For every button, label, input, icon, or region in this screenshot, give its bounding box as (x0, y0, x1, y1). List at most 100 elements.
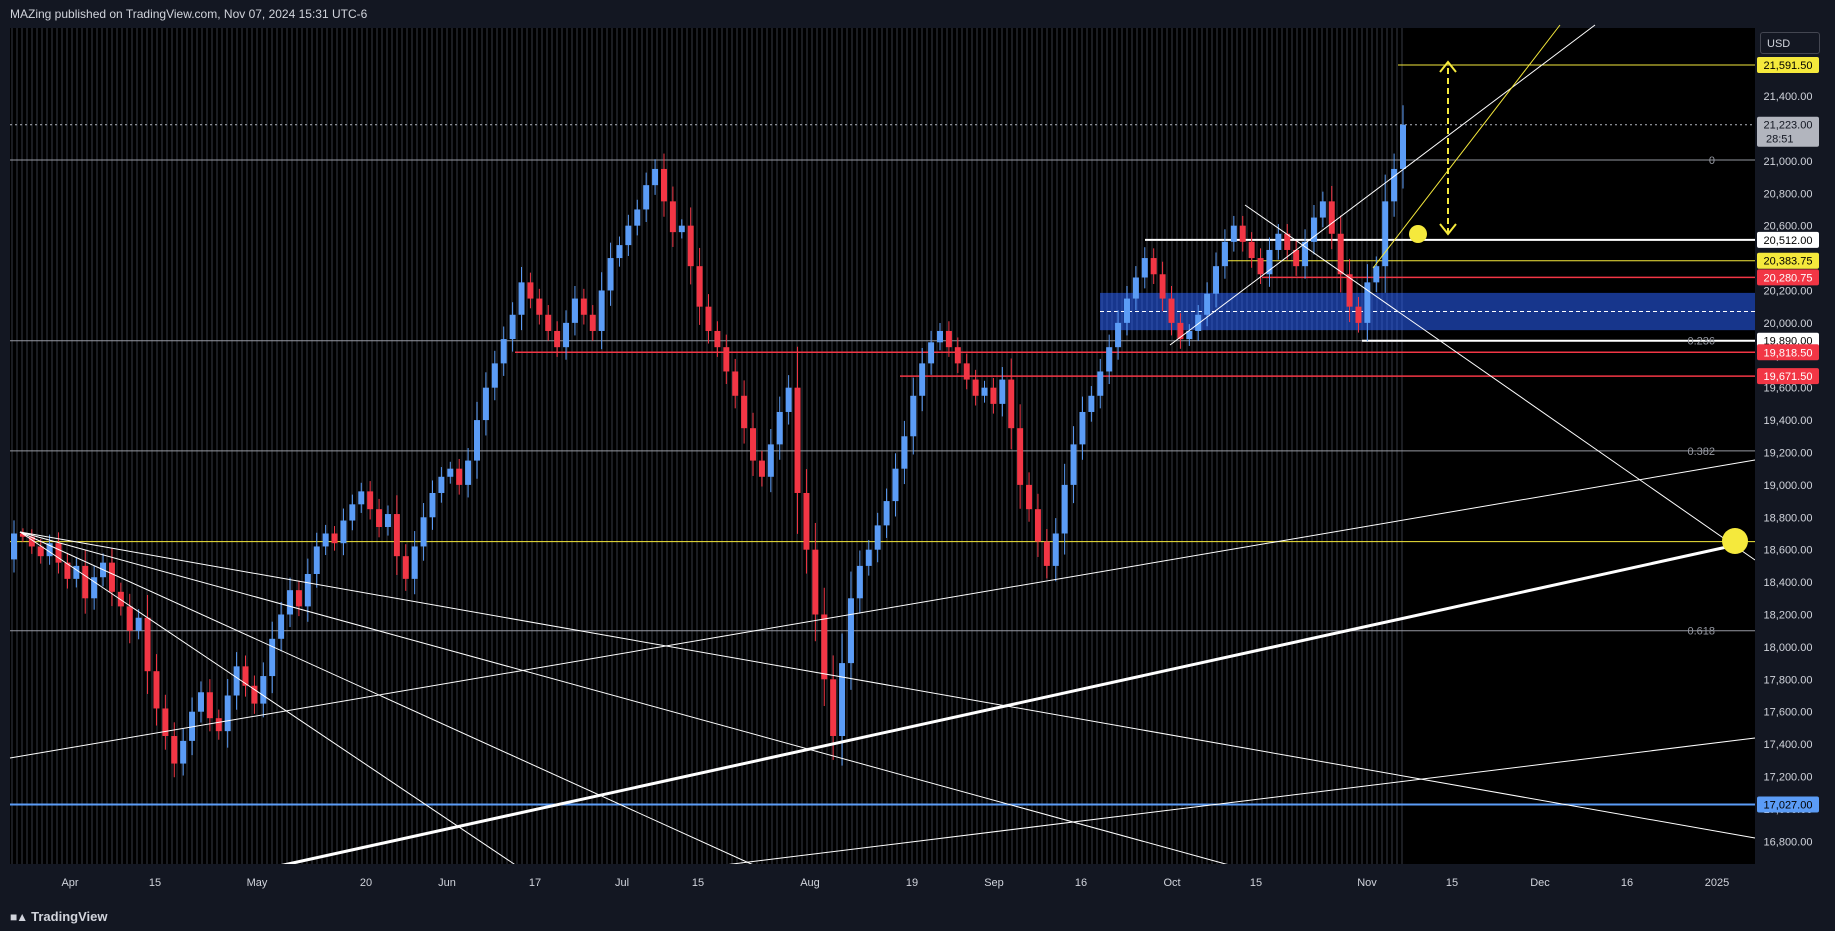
candle-body (821, 614, 828, 680)
candle-body (652, 168, 659, 186)
y-tick-label: 20,600.00 (1764, 221, 1813, 233)
candle-body (1070, 444, 1077, 485)
candle-body (340, 520, 347, 544)
candle-body (830, 679, 837, 737)
x-tick-label: 15 (692, 877, 704, 889)
candle-body (153, 671, 160, 709)
fib-labels: 0 0.236 0.382 0.618 (1687, 155, 1715, 638)
candle-body (928, 342, 935, 364)
candle-body (1150, 258, 1157, 275)
candle-body (1248, 241, 1255, 259)
candle-body (856, 565, 863, 599)
price-label-box (1757, 57, 1819, 74)
candle-body (1230, 225, 1237, 242)
candle-body (197, 692, 204, 712)
x-tick-label: Apr (61, 877, 78, 889)
candle-body (687, 225, 694, 267)
time-axis[interactable] (0, 864, 1835, 903)
candle-body (1106, 347, 1113, 372)
candle-body (1364, 282, 1371, 323)
candle-body (616, 245, 623, 259)
candle-body (189, 711, 196, 741)
trend-line (19, 531, 1241, 869)
y-tick-label: 16,800.00 (1764, 836, 1813, 848)
candle-body (438, 476, 445, 493)
candle-body (287, 590, 294, 615)
x-tick-label: 20 (360, 877, 372, 889)
candle-body (1168, 298, 1175, 323)
price-label-text: 19,818.50 (1764, 347, 1813, 359)
trend-line (19, 531, 761, 869)
candle-body (1284, 233, 1291, 250)
y-tick-label: 17,600.00 (1764, 707, 1813, 719)
candle-body (518, 282, 525, 315)
candle-body (669, 201, 676, 233)
y-tick-label: 18,200.00 (1764, 609, 1813, 621)
price-label-box (1757, 252, 1819, 269)
tradingview-logo[interactable]: ■▲ TradingView (10, 909, 107, 924)
y-tick-label: 18,800.00 (1764, 512, 1813, 524)
candle-body (563, 322, 570, 348)
y-tick-label: 19,600.00 (1764, 383, 1813, 395)
candle-body (785, 387, 792, 412)
price-labels: 21,591.50 20,512.00 20,383.75 20,280.75 19,8… (1757, 57, 1819, 813)
price-axis[interactable] (1755, 28, 1835, 903)
candle-body (919, 363, 926, 396)
candle-body (260, 676, 267, 704)
y-tick-label: 18,000.00 (1764, 642, 1813, 654)
price-label-text: 17,027.00 (1764, 800, 1813, 812)
publish-text: MAZing published on TradingView.com, Nov… (10, 7, 368, 21)
candle-body (1400, 124, 1406, 169)
candle-body (607, 258, 614, 291)
candle-body (55, 543, 62, 563)
x-tick-label: 15 (1446, 877, 1458, 889)
candle-body (1204, 293, 1211, 315)
candle-body (937, 330, 943, 343)
trend-line (19, 531, 521, 869)
candle-body (313, 546, 320, 574)
y-tick-label: 17,400.00 (1764, 739, 1813, 751)
candle-body (1115, 322, 1122, 348)
candle-body (1319, 201, 1326, 218)
candle-body (215, 718, 222, 732)
candle-body (37, 546, 44, 557)
markers (1409, 225, 1748, 554)
candle-body (1088, 395, 1095, 412)
y-tick-label: 17,200.00 (1764, 772, 1813, 784)
candle-body (981, 387, 988, 396)
candle-body (634, 209, 641, 226)
candle-body (135, 617, 142, 631)
candle-body (1123, 298, 1130, 323)
price-label-text: 21,591.50 (1764, 60, 1813, 72)
candle-body (73, 565, 80, 579)
price-label-text: 20,512.00 (1764, 235, 1813, 247)
candle-body (1382, 201, 1389, 267)
candle-body (376, 509, 383, 528)
candle-body (1391, 168, 1398, 202)
candle-body (839, 663, 846, 737)
x-tick-label: 15 (1250, 877, 1262, 889)
horizontal-levels (10, 64, 1755, 806)
candle-body (1310, 217, 1317, 242)
target-marker (1722, 528, 1748, 554)
future-space (1405, 28, 1755, 864)
x-tick-label: May (247, 877, 268, 889)
candle-body (482, 387, 489, 421)
candle-body (1043, 541, 1050, 566)
trend-line (1372, 24, 1561, 269)
candle-body (64, 562, 71, 579)
candle-body (420, 517, 427, 547)
currency-selector[interactable]: USD (1760, 32, 1820, 54)
candle-body (910, 395, 917, 437)
candle-body (322, 533, 329, 547)
trend-line (1169, 24, 1596, 346)
candle-body (963, 363, 970, 380)
y-tick-label: 21,400.00 (1764, 91, 1813, 103)
x-tick-label: Oct (1163, 877, 1180, 889)
candle-body (1177, 322, 1184, 340)
candle-body (1337, 233, 1344, 275)
candle-body (1159, 274, 1166, 299)
x-tick-label: 2025 (1705, 877, 1729, 889)
publish-header: MAZing published on TradingView.com, Nov… (0, 0, 1835, 28)
